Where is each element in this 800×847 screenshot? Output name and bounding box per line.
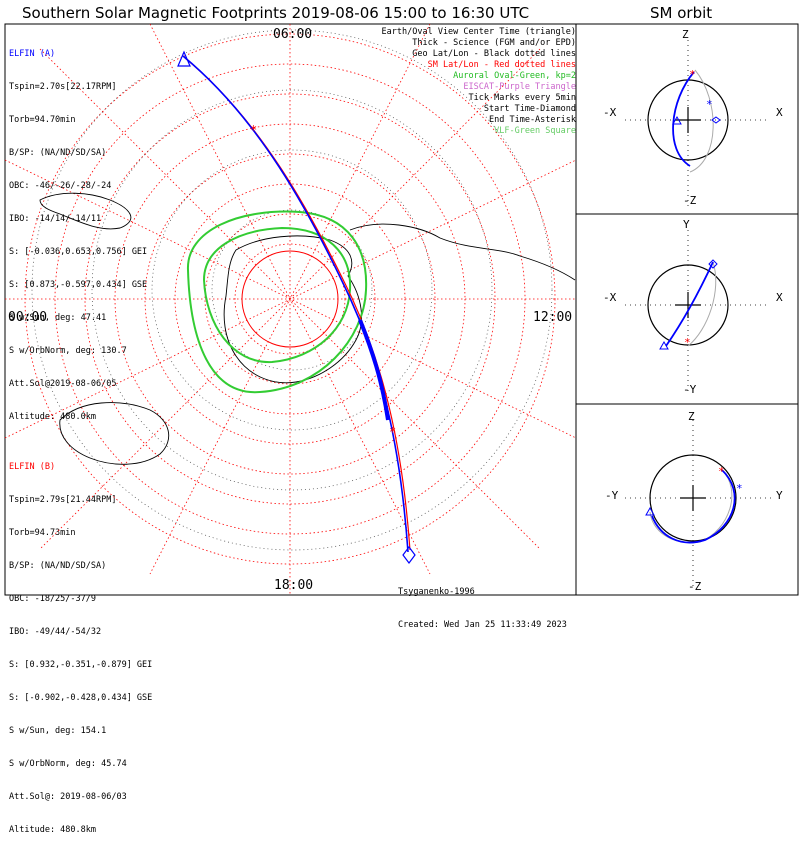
elfin-a-line: Tspin=2.70s[22.17RPM]	[9, 82, 117, 92]
elfin-a-line: S: [0.873,-0.597,0.434] GSE	[9, 280, 148, 290]
elfin-a-line: B/SP: (NA/ND/SD/SA)	[9, 148, 107, 158]
legend-item: EISCAT-Purple Triangle	[463, 82, 576, 92]
elfin-b-line: S w/Sun, deg: 154.1	[9, 726, 107, 736]
label-left: 00:00	[8, 310, 47, 325]
map-frame	[4, 23, 577, 596]
elfin-a-line: Torb=94.70min	[9, 115, 76, 125]
elfin-a-track	[182, 55, 409, 553]
svg-text:*: *	[718, 465, 725, 478]
legend-item: Geo Lat/Lon - Black dotted lines	[412, 49, 576, 59]
elfin-a-info: ELFIN (A) Tspin=2.70s[22.17RPM] Torb=94.…	[9, 27, 147, 434]
elfin-b-line: S: [0.932,-0.351,-0.879] GEI	[9, 660, 153, 670]
elfin-b-label: ELFIN (B)	[9, 462, 56, 472]
svg-text:*: *	[684, 336, 691, 349]
antarctica-coast	[223, 235, 362, 384]
start-triangle	[177, 50, 191, 67]
elfin-b-line: B/SP: (NA/ND/SD/SA)	[9, 561, 107, 571]
legend: Earth/Oval View Center Time (triangle) T…	[382, 27, 576, 137]
legend-item: Earth/Oval View Center Time (triangle)	[381, 27, 576, 37]
elfin-a-label: ELFIN (A)	[9, 49, 56, 59]
south-america-coast	[349, 223, 576, 281]
axis-bottom: -Y	[683, 383, 697, 396]
elfin-a-line: S w/OrbNorm, deg: 130.7	[9, 346, 127, 356]
author-text: Tsyganenko-1996	[398, 587, 475, 597]
start-asterisk: *	[250, 123, 257, 137]
created-text: Created: Wed Jan 25 11:33:49 2023	[398, 620, 567, 630]
legend-item: End Time-Asterisk	[489, 115, 576, 125]
geo-grid	[31, 29, 553, 551]
axis-right: Y	[776, 489, 783, 502]
elfin-a-line: OBC: -46/-26/-28/-24	[9, 181, 112, 191]
end-asterisk: *	[389, 425, 396, 439]
inner-oval	[202, 226, 352, 364]
elfin-b-line: Att.Sol@: 2019-08-06/03	[9, 792, 127, 802]
elfin-a-line: IBO: -14/14/-14/11	[9, 214, 102, 224]
legend-item: Start Time-Diamond	[483, 104, 576, 114]
elfin-a-line: Altitude: 480.0km	[9, 412, 96, 422]
label-top: 06:00	[273, 27, 312, 42]
axis-top: Z	[688, 410, 695, 423]
elfin-b-line: S: [-0.902,-0.428,0.434] GSE	[9, 693, 153, 703]
auroral-ovals	[186, 210, 368, 394]
axis-right: X	[776, 106, 783, 119]
label-bottom: 18:00	[274, 578, 313, 593]
orbit-panel-xz	[575, 23, 799, 215]
label-right: 12:00	[533, 310, 572, 325]
axis-top: Z	[682, 28, 689, 41]
elfin-a-line: Att.Sol@2019-08-06/05	[9, 379, 117, 389]
axis-left: -Y	[605, 489, 619, 502]
orbit-title: SM orbit	[650, 4, 713, 22]
sm-pole-circle	[241, 250, 339, 348]
orbit-yz: * * Z -Z -Y Y	[605, 410, 783, 593]
main-title: Southern Solar Magnetic Footprints 2019-…	[22, 4, 530, 22]
legend-item: VLF-Green Square	[494, 126, 576, 136]
chart-canvas: * * 06:00 00:00 12:00 18:00 * * Z -Z -X …	[4, 23, 799, 596]
elfin-b-line: Altitude: 480.8km	[9, 825, 96, 835]
svg-text:*: *	[736, 482, 743, 495]
elfin-b-line: Torb=94.73min	[9, 528, 76, 538]
axis-bottom: -Z	[683, 194, 697, 207]
outer-oval	[186, 210, 368, 394]
elfin-a-line: S w/Sun, deg: 47.41	[9, 313, 107, 323]
sm-grid	[4, 23, 577, 595]
elfin-b-line: IBO: -49/44/-54/32	[9, 627, 102, 637]
legend-item: SM Lat/Lon - Red dotted lines	[427, 60, 576, 70]
orbit-xy: * Y -Y -X X	[603, 218, 783, 396]
elfin-a-science-segment	[358, 319, 390, 421]
axis-bottom: -Z	[688, 580, 702, 593]
elfin-b-line: Tspin=2.79s[21.44RPM]	[9, 495, 117, 505]
svg-text:*: *	[706, 98, 713, 111]
australia-coast	[59, 402, 170, 465]
axis-right: X	[776, 291, 783, 304]
elfin-a-line: S: [-0.036,0.653,0.756] GEI	[9, 247, 148, 257]
elfin-b-line: OBC: -18/25/-37/9	[9, 594, 96, 604]
legend-item: Thick - Science (FGM and/or EPD)	[412, 38, 576, 48]
legend-item: Tick Marks every 5min	[468, 93, 576, 103]
coastlines	[39, 192, 576, 465]
africa-coast	[39, 192, 132, 230]
orbit-panel-xy	[575, 213, 799, 405]
end-diamond	[402, 546, 416, 564]
orbit-panel-yz	[575, 403, 799, 596]
axis-left: -X	[603, 291, 617, 304]
axis-top: Y	[683, 218, 690, 231]
legend-item: Auroral Oval-Green, kp=2	[453, 71, 576, 81]
svg-text:*: *	[689, 68, 696, 81]
orbit-xz: * * Z -Z -X X	[603, 28, 783, 208]
elfin-b-line: S w/OrbNorm, deg: 45.74	[9, 759, 127, 769]
axis-left: -X	[603, 106, 617, 119]
